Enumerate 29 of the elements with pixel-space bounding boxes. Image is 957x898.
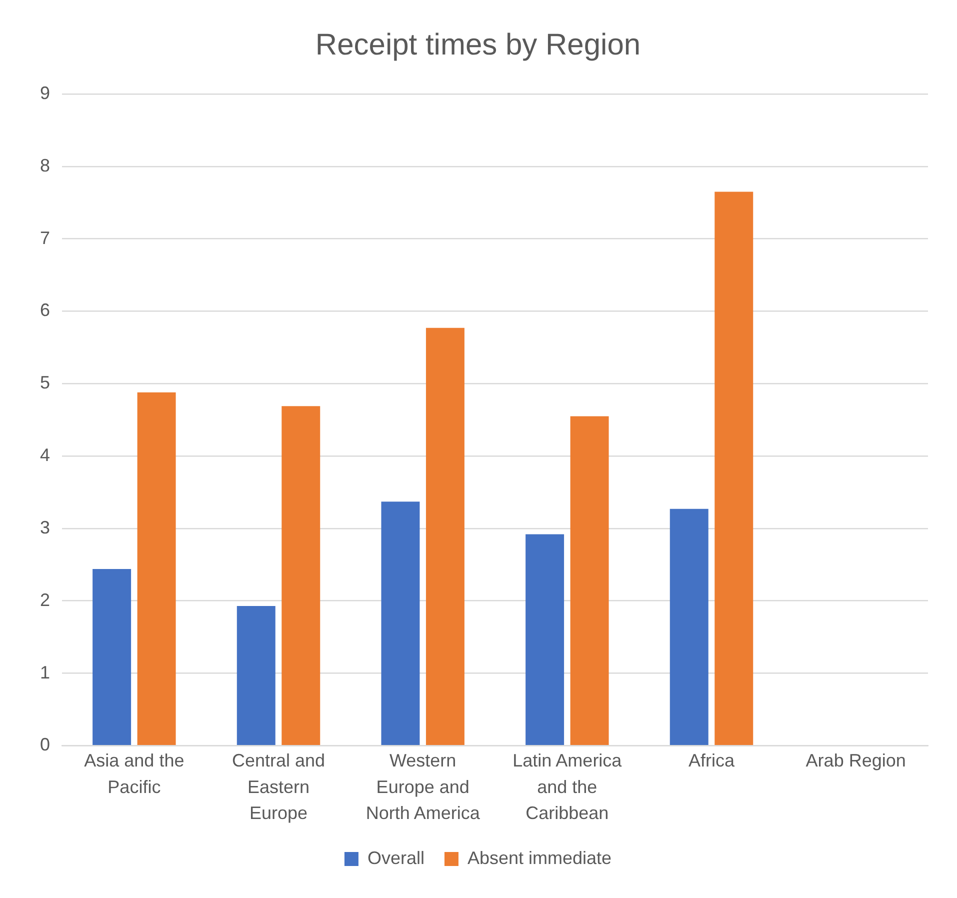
bar <box>426 328 464 746</box>
x-tick-label: Asia and the Pacific <box>84 750 184 797</box>
bar <box>137 392 176 746</box>
legend-label: Absent immediate <box>467 848 612 868</box>
bar <box>282 406 320 746</box>
y-tick-label: 2 <box>40 590 50 610</box>
bar <box>714 192 754 746</box>
y-tick-label: 1 <box>40 662 50 682</box>
y-tick-label: 6 <box>40 300 50 320</box>
bar <box>236 606 276 746</box>
y-tick-label: 5 <box>40 372 50 393</box>
y-tick-label: 9 <box>40 82 50 103</box>
x-tick-label: Arab Region <box>806 750 906 771</box>
y-tick-label: 8 <box>40 155 50 176</box>
legend-label: Overall <box>367 848 424 868</box>
bar <box>92 569 132 746</box>
x-tick-label: Africa <box>688 750 736 771</box>
x-tick-label: Western Europe and North America <box>366 750 481 823</box>
bar <box>381 502 420 746</box>
bar <box>670 508 708 746</box>
y-tick-label: 4 <box>40 445 50 466</box>
y-tick-label: 7 <box>40 228 50 248</box>
bar <box>526 534 564 746</box>
bar <box>570 416 609 746</box>
x-tick-label: Latin America and the Caribbean <box>512 750 623 823</box>
x-tick-label: Central and Eastern Europe <box>232 750 326 823</box>
y-tick-label: 3 <box>40 517 50 538</box>
chart-title: Receipt times by Region <box>315 28 641 62</box>
y-tick-label: 0 <box>40 734 50 755</box>
